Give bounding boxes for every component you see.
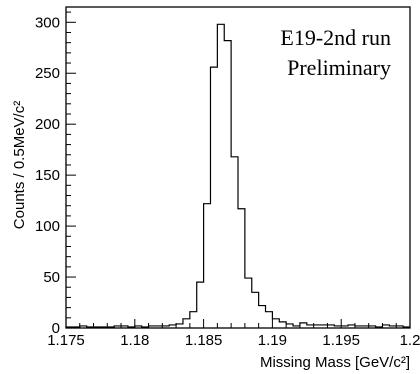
y-tick-label: 50 bbox=[43, 269, 60, 286]
plot-frame bbox=[65, 6, 411, 329]
x-tick-label: 1.19 bbox=[258, 332, 287, 349]
y-tick-label: 100 bbox=[35, 218, 60, 235]
y-tick-label: 150 bbox=[35, 167, 60, 184]
y-tick-label: 250 bbox=[35, 65, 60, 82]
x-tick-label: 1.18 bbox=[120, 332, 149, 349]
annotation-status: Preliminary bbox=[287, 55, 391, 80]
x-tick-label: 1.195 bbox=[322, 332, 360, 349]
y-tick-label: 0 bbox=[52, 320, 60, 337]
y-axis-title: Counts / 0.5MeV/c² bbox=[11, 101, 28, 229]
x-tick-label: 1.185 bbox=[185, 332, 223, 349]
x-axis-ticks: 1.175 1.18 1.185 1.19 1.195 1.2 bbox=[47, 319, 420, 349]
x-tick-label: 1.2 bbox=[400, 332, 420, 349]
histogram-series bbox=[65, 23, 410, 328]
x-axis-title: Missing Mass [GeV/c²] bbox=[260, 354, 410, 371]
y-tick-label: 200 bbox=[35, 116, 60, 133]
x-tick-label: 1.175 bbox=[47, 332, 85, 349]
y-axis-ticks: 0 50 100 150 200 250 300 bbox=[35, 11, 76, 337]
y-tick-label: 300 bbox=[35, 14, 60, 31]
annotation-run: E19-2nd run bbox=[280, 25, 391, 50]
